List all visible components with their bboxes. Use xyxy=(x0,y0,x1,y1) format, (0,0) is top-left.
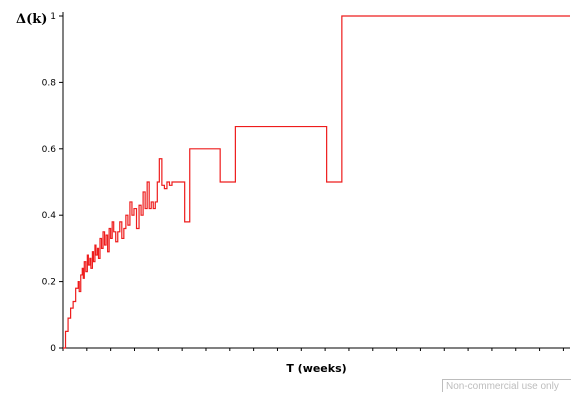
x-axis-label: T (weeks) xyxy=(286,362,346,375)
tick-labels: 0 0.2 0.4 0.6 0.8 1 xyxy=(42,12,57,354)
y-tick-label: 1 xyxy=(50,12,56,22)
y-tick-label: 0.8 xyxy=(42,78,57,88)
axes xyxy=(62,12,570,349)
y-tick-label: 0.6 xyxy=(42,145,57,155)
watermark: Non-commercial use only xyxy=(442,379,571,392)
y-tick-label: 0 xyxy=(50,344,56,354)
tick-marks xyxy=(59,15,564,351)
series-line xyxy=(63,15,570,349)
y-axis-label: Δ(k) xyxy=(16,12,47,27)
y-tick-label: 0.4 xyxy=(42,211,57,221)
y-tick-label: 0.2 xyxy=(42,278,56,288)
